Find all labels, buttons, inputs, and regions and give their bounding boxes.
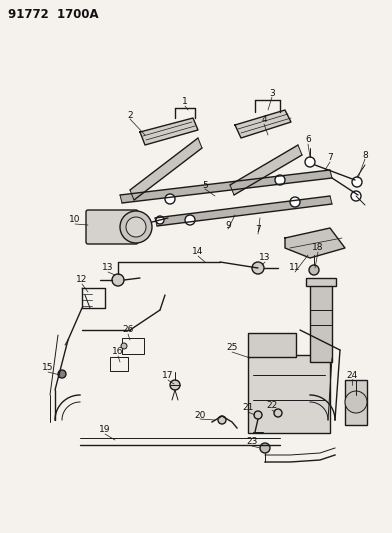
Circle shape	[305, 157, 315, 167]
Polygon shape	[285, 228, 345, 258]
Text: 4: 4	[261, 116, 267, 125]
Text: 17: 17	[162, 372, 174, 381]
Text: 19: 19	[99, 425, 111, 434]
Polygon shape	[130, 138, 202, 200]
Text: 7: 7	[255, 225, 261, 235]
Text: 1: 1	[182, 98, 188, 107]
Polygon shape	[235, 110, 291, 138]
Circle shape	[351, 191, 361, 201]
FancyBboxPatch shape	[86, 210, 138, 244]
Circle shape	[121, 343, 127, 349]
Text: 3: 3	[269, 88, 275, 98]
Text: 18: 18	[312, 244, 324, 253]
Text: 91772  1700A: 91772 1700A	[8, 7, 99, 20]
Bar	[248, 355, 330, 433]
Text: 11: 11	[289, 263, 301, 272]
Text: 2: 2	[127, 110, 133, 119]
Bar	[122, 338, 144, 354]
Circle shape	[252, 262, 264, 274]
Circle shape	[274, 409, 282, 417]
Circle shape	[260, 443, 270, 453]
Text: 12: 12	[76, 276, 88, 285]
Circle shape	[254, 411, 262, 419]
Polygon shape	[230, 145, 302, 195]
Text: 9: 9	[225, 221, 231, 230]
Bar	[345, 380, 367, 425]
Circle shape	[218, 416, 226, 424]
Polygon shape	[140, 118, 198, 145]
Text: 5: 5	[202, 181, 208, 190]
Bar	[306, 278, 336, 286]
Circle shape	[352, 177, 362, 187]
Text: 6: 6	[305, 135, 311, 144]
Text: 13: 13	[259, 254, 271, 262]
Circle shape	[290, 197, 300, 207]
Bar	[310, 282, 332, 362]
Circle shape	[170, 380, 180, 390]
Text: 10: 10	[69, 215, 81, 224]
Circle shape	[112, 274, 124, 286]
Circle shape	[156, 216, 164, 224]
Text: 24: 24	[347, 370, 358, 379]
Circle shape	[58, 370, 66, 378]
Text: 22: 22	[267, 401, 278, 410]
Circle shape	[126, 217, 146, 237]
Text: 23: 23	[246, 438, 258, 447]
Text: 7: 7	[327, 154, 333, 163]
Text: 21: 21	[242, 403, 254, 413]
Bar	[110, 357, 128, 371]
Text: 25: 25	[226, 343, 238, 352]
Circle shape	[165, 194, 175, 204]
Circle shape	[275, 175, 285, 185]
Text: 16: 16	[112, 348, 124, 357]
Bar	[248, 333, 296, 357]
Text: 13: 13	[102, 263, 114, 272]
Text: 26: 26	[122, 326, 134, 335]
Circle shape	[309, 265, 319, 275]
Text: 15: 15	[42, 364, 54, 373]
Circle shape	[345, 391, 367, 413]
Circle shape	[120, 211, 152, 243]
Polygon shape	[155, 196, 332, 226]
Text: 20: 20	[194, 410, 206, 419]
Polygon shape	[120, 170, 332, 203]
Text: 14: 14	[192, 247, 204, 256]
Text: 8: 8	[362, 150, 368, 159]
Circle shape	[185, 215, 195, 225]
